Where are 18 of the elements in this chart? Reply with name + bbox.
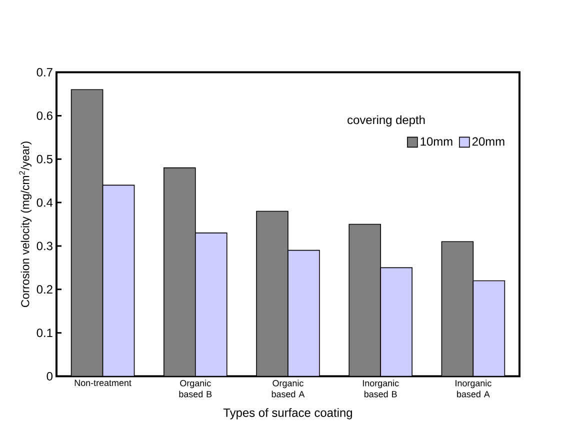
y-tick-label: 0.4 (36, 198, 53, 207)
y-tick-label: 0 (46, 372, 53, 380)
y-tick-label: 0.2 (36, 285, 52, 294)
y-tick-label: 0.7 (36, 68, 52, 76)
y-tick-label: 0.5 (36, 154, 52, 164)
y-tick-label: 0.1 (36, 328, 52, 338)
legend-label: 10mm (420, 137, 452, 146)
x-tick-label: Inorganic based B (362, 380, 399, 398)
x-tick-label: Organic based A (272, 380, 305, 398)
y-axis-title: Corrosion velocity (mg/cm$^{2}$/year) (19, 142, 32, 308)
y-tick-label: 0.6 (36, 111, 52, 120)
legend-title: covering depth (348, 115, 425, 127)
x-tick-label: Non-treatment (74, 380, 132, 386)
legend-label: 20mm (472, 137, 504, 146)
x-tick-label: Inorganic based A (456, 380, 492, 398)
x-tick-label: Organic based B (179, 380, 212, 398)
y-tick-label: 0.3 (36, 242, 52, 250)
x-axis-title: Types of surface coating (223, 408, 352, 420)
